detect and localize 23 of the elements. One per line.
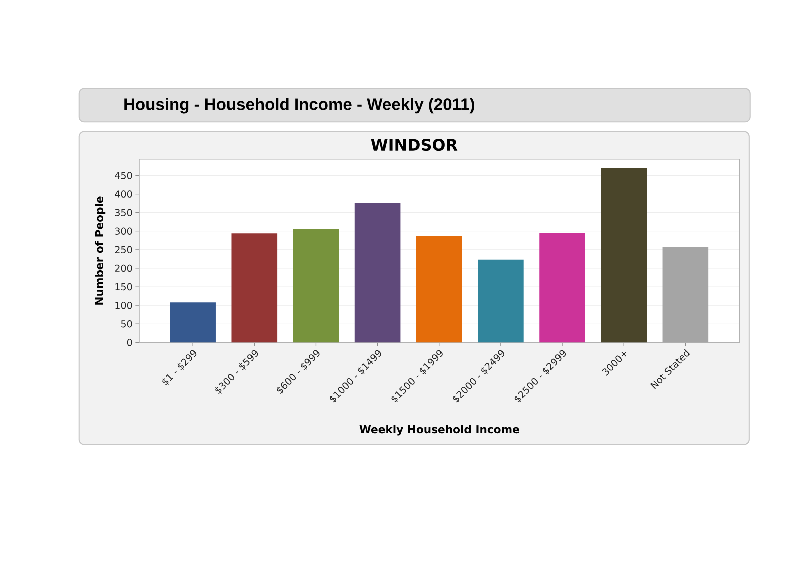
y-tick-label: 250 (115, 246, 132, 254)
bar (354, 204, 401, 343)
y-tick-label: 350 (115, 209, 132, 217)
bar (416, 236, 462, 343)
y-tick-label: 450 (115, 172, 132, 180)
bar (601, 168, 648, 343)
bar (170, 302, 216, 343)
bar (293, 229, 340, 343)
y-tick-label: 200 (115, 265, 132, 272)
y-tick-label: 400 (115, 190, 132, 198)
y-tick-label: 150 (116, 284, 132, 291)
x-axis-title: Weekly Household Income (360, 425, 520, 436)
y-tick-label: 50 (121, 320, 132, 328)
chart-subtitle: WINDSOR (371, 139, 458, 152)
y-tick-label: 100 (116, 302, 132, 310)
chart-title: Housing - Household Income - Weekly (2011) (124, 98, 475, 114)
y-tick-label: 300 (115, 228, 132, 236)
bar (662, 247, 709, 343)
y-axis-title: Number of People (95, 196, 106, 305)
bar (478, 260, 524, 343)
y-tick-label: 0 (127, 339, 132, 346)
bar (232, 234, 278, 343)
bar (540, 233, 586, 343)
